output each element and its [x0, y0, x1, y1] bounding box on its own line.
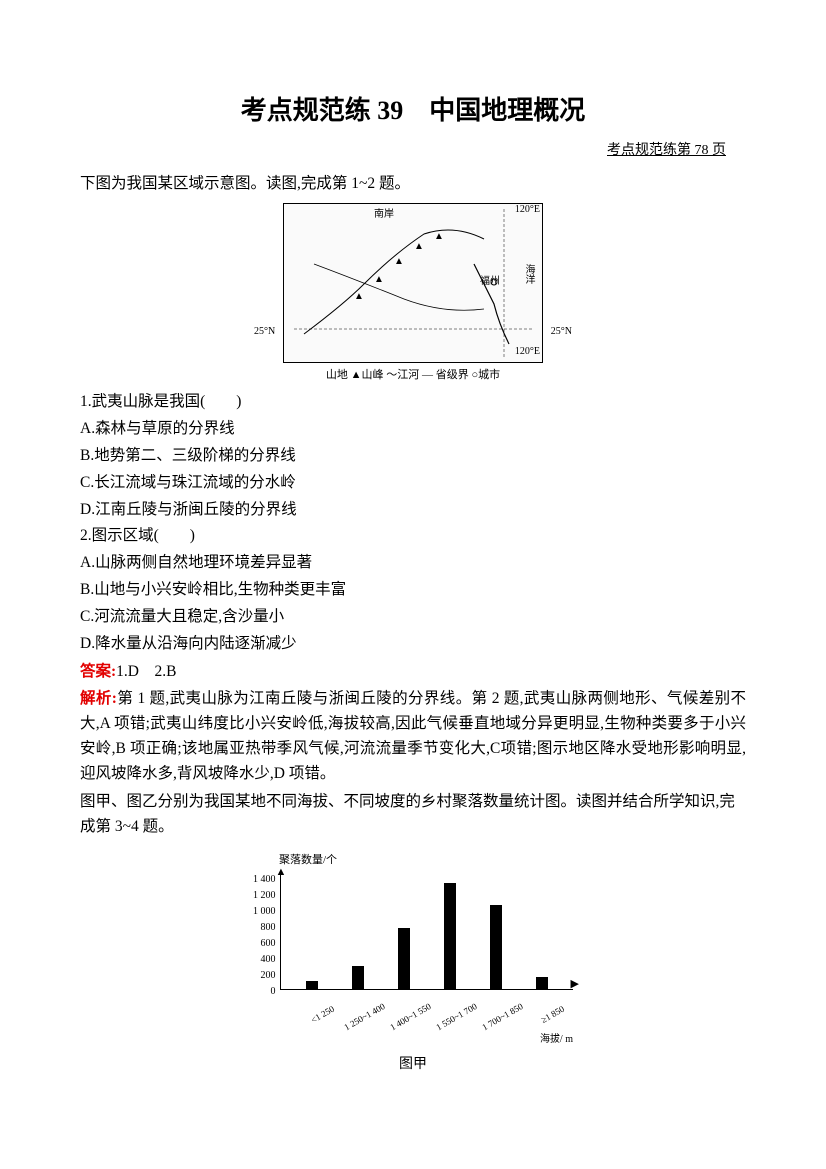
svg-text:▲: ▲ — [354, 291, 364, 302]
q1-option-a: A.森林与草原的分界线 — [80, 417, 746, 442]
ytick-label: 1 000 — [253, 904, 276, 920]
explain-label: 解析: — [80, 690, 117, 707]
xtick-label: 1 700~1 850 — [479, 1002, 521, 1034]
ytick-label: 1 400 — [253, 872, 276, 888]
svg-text:▲: ▲ — [414, 241, 424, 252]
bar — [444, 883, 456, 989]
region-map: 南岸 120°E 海洋 福州 25°N 25°N 120°E ▲ ▲ ▲ ▲ ▲ — [283, 203, 543, 363]
q2-option-b: B.山地与小兴安岭相比,生物种类更丰富 — [80, 578, 746, 603]
page-title: 考点规范练 39 中国地理概况 — [80, 90, 746, 132]
xtick-label: 1 400~1 550 — [387, 1002, 429, 1034]
chart-xlabel: 海拔/ m — [253, 1032, 573, 1048]
ytick-label: 600 — [261, 936, 276, 952]
svg-text:▲: ▲ — [374, 274, 384, 285]
xtick-label: <1 250 — [295, 1002, 337, 1034]
chart-caption: 图甲 — [253, 1054, 573, 1076]
explain-block: 解析:第 1 题,武夷山脉为江南丘陵与浙闽丘陵的分界线。第 2 题,武夷山脉两侧… — [80, 687, 746, 786]
bar-chart: 聚落数量/个 1 4001 2001 0008006004002000 ▲ ▶ … — [253, 852, 573, 1076]
q2-option-d: D.降水量从沿海向内陆逐渐减少 — [80, 632, 746, 657]
q1-option-d: D.江南丘陵与浙闽丘陵的分界线 — [80, 498, 746, 523]
page-subtitle: 考点规范练第 78 页 — [80, 140, 746, 162]
ytick-label: 800 — [261, 920, 276, 936]
explain-text: 第 1 题,武夷山脉为江南丘陵与浙闽丘陵的分界线。第 2 题,武夷山脉两侧地形、… — [80, 690, 746, 781]
ytick-label: 1 200 — [253, 888, 276, 904]
answer-label: 答案: — [80, 663, 116, 680]
q1-stem: 1.武夷山脉是我国( ) — [80, 390, 746, 415]
bar — [536, 977, 548, 989]
bar — [306, 981, 318, 989]
xtick-label: ≥1 850 — [525, 1002, 567, 1034]
bar — [398, 928, 410, 989]
svg-text:▲: ▲ — [394, 256, 404, 267]
intro-text-2: 图甲、图乙分别为我国某地不同海拔、不同坡度的乡村聚落数量统计图。读图并结合所学知… — [80, 790, 746, 840]
bar — [490, 905, 502, 989]
map-sketch: ▲ ▲ ▲ ▲ ▲ — [284, 204, 540, 360]
svg-text:▲: ▲ — [434, 231, 444, 242]
q2-stem: 2.图示区域( ) — [80, 524, 746, 549]
x-arrow-icon: ▶ — [571, 976, 579, 994]
map-lat-left: 25°N — [254, 324, 275, 340]
chart-bars: ▲ ▶ — [280, 872, 574, 990]
ytick-label: 200 — [261, 968, 276, 984]
bar — [352, 966, 364, 988]
intro-text-1: 下图为我国某区域示意图。读图,完成第 1~2 题。 — [80, 172, 746, 197]
map-legend: 山地 ▲山峰 ～江河 — 省级界 ○城市 — [80, 367, 746, 385]
answer-text: 1.D 2.B — [116, 663, 176, 680]
q2-option-a: A.山脉两侧自然地理环境差异显著 — [80, 551, 746, 576]
q1-option-c: C.长江流域与珠江流域的分水岭 — [80, 471, 746, 496]
xtick-label: 1 550~1 700 — [433, 1002, 475, 1034]
y-arrow-icon: ▲ — [276, 864, 287, 882]
chart-ylabel: 聚落数量/个 — [279, 852, 573, 870]
chart-yaxis: 1 4001 2001 0008006004002000 — [253, 872, 280, 990]
answer-block: 答案:1.D 2.B — [80, 660, 746, 685]
q1-option-b: B.地势第二、三级阶梯的分界线 — [80, 444, 746, 469]
q2-option-c: C.河流流量大且稳定,含沙量小 — [80, 605, 746, 630]
xtick-label: 1 250~1 400 — [341, 1002, 383, 1034]
ytick-label: 0 — [271, 984, 276, 1000]
map-lat-right: 25°N — [551, 324, 572, 340]
ytick-label: 400 — [261, 952, 276, 968]
